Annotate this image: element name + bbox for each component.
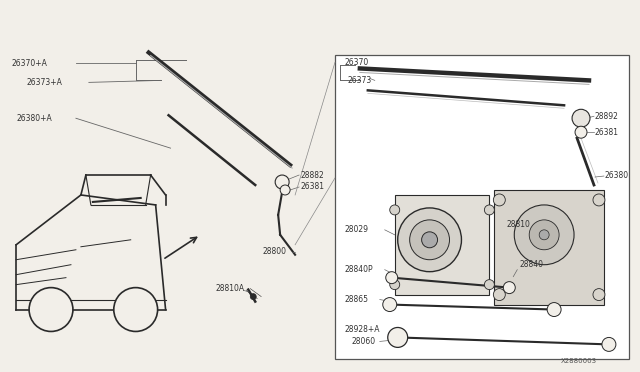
Text: 28928+A: 28928+A [345,325,380,334]
Circle shape [29,288,73,331]
Text: X2880003: X2880003 [561,358,597,364]
Bar [494,190,604,305]
Circle shape [388,327,408,347]
Circle shape [493,289,506,301]
Circle shape [575,126,587,138]
Circle shape [386,272,397,283]
Circle shape [250,294,256,299]
Circle shape [547,302,561,317]
Circle shape [593,194,605,206]
Circle shape [390,205,400,215]
Text: 26380: 26380 [605,170,629,180]
Circle shape [572,109,590,127]
Text: 28810: 28810 [506,220,530,230]
Text: 26381: 26381 [300,183,324,192]
Text: 26373+A: 26373+A [26,78,62,87]
Circle shape [422,232,438,248]
Circle shape [114,288,157,331]
Text: 28865: 28865 [345,295,369,304]
Text: 26370+A: 26370+A [11,59,47,68]
Circle shape [529,220,559,250]
Circle shape [484,280,494,290]
Text: 28892: 28892 [595,112,619,121]
Text: 26380+A: 26380+A [16,114,52,123]
Bar [335,55,629,359]
Text: 28060: 28060 [352,337,376,346]
Text: 28882: 28882 [300,170,324,180]
Circle shape [503,282,515,294]
Circle shape [280,185,290,195]
Circle shape [397,208,461,272]
Text: 28810A: 28810A [216,284,244,293]
Circle shape [493,194,506,206]
Circle shape [539,230,549,240]
Text: 26370: 26370 [345,58,369,67]
Bar [395,195,490,295]
Circle shape [602,337,616,352]
Text: 26381: 26381 [595,128,619,137]
Text: 28840: 28840 [519,260,543,269]
Text: 28029: 28029 [345,225,369,234]
Circle shape [593,289,605,301]
Circle shape [275,175,289,189]
Circle shape [383,298,397,311]
Circle shape [390,280,400,290]
Circle shape [484,205,494,215]
Text: 28800: 28800 [262,247,286,256]
Circle shape [515,205,574,265]
Text: 26373: 26373 [348,76,372,85]
Text: 28840P: 28840P [345,265,374,274]
Circle shape [410,220,449,260]
